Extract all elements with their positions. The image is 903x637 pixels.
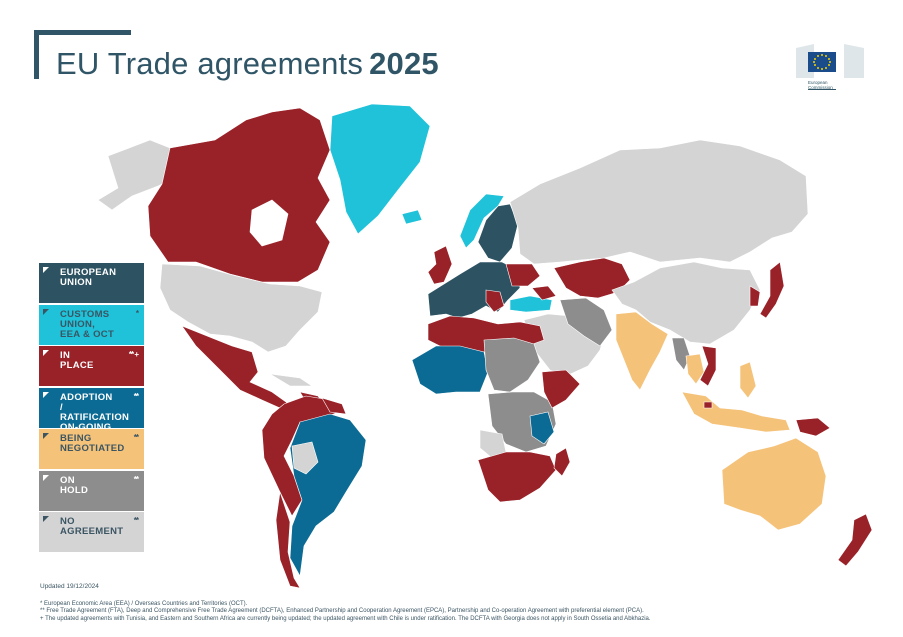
legend-corner-marker <box>43 474 49 481</box>
region-indonesia-malaysia <box>681 391 791 433</box>
region-cuba <box>269 373 313 387</box>
region-horn-east-africa <box>541 369 581 409</box>
legend-item-negotiated: BEING NEGOTIATED ** <box>39 429 144 469</box>
region-greenland <box>329 103 431 235</box>
region-canada-hudson <box>249 199 289 247</box>
region-caucasus <box>531 285 557 301</box>
region-thailand <box>685 353 705 385</box>
region-singapore <box>703 401 713 409</box>
region-bolivia <box>291 441 319 475</box>
region-iran-gulf <box>559 297 613 347</box>
region-korea <box>749 285 761 307</box>
title-text: EU Trade agreements <box>56 46 364 81</box>
region-turkey <box>509 295 553 313</box>
legend-item-in-place: IN PLACE ** + <box>39 346 144 386</box>
title-bracket <box>34 30 131 79</box>
region-brazil-mercosur <box>289 413 367 577</box>
footnote-2: ** Free Trade Agreement (FTA), Deep and … <box>40 608 644 614</box>
logo-line-1: European <box>808 80 828 85</box>
region-guianas <box>321 397 347 415</box>
legend-corner-marker <box>43 516 49 522</box>
legend-corner-marker <box>43 350 49 356</box>
legend-corner-marker <box>43 267 49 273</box>
legend-item-european-union: EUROPEAN UNION <box>39 263 144 303</box>
legend-corner-marker <box>43 308 49 315</box>
legend-item-on-hold: ON HOLD ** <box>39 470 144 511</box>
region-usa <box>159 263 323 353</box>
legend-label: EUROPEAN UNION <box>60 267 117 288</box>
eu-commission-logo <box>796 44 864 90</box>
page-title: EU Trade agreements 2025 <box>56 46 439 82</box>
region-ukraine-moldova <box>505 263 541 287</box>
region-east-africa-eac <box>529 411 555 445</box>
title-year: 2025 <box>369 46 439 81</box>
legend-corner-marker <box>43 391 49 398</box>
legend-label: BEING NEGOTIATED <box>60 433 125 454</box>
legend-label: CUSTOMS UNION, EEA & OCT <box>60 308 115 340</box>
region-australia <box>721 437 827 531</box>
region-chile <box>275 491 301 589</box>
region-vietnam <box>699 345 717 387</box>
region-uk <box>427 245 453 285</box>
footer-notes: Updated 19/12/2024 * European Economic A… <box>40 583 880 623</box>
legend-footnote-mark: ** <box>133 474 139 484</box>
legend-footnote-mark: ** <box>133 391 139 401</box>
region-west-africa <box>411 345 489 395</box>
region-iceland <box>401 209 423 225</box>
logo-text: European Commission <box>808 80 833 90</box>
legend-label: ON HOLD <box>60 474 89 496</box>
legend-footnote-mark: ** <box>133 433 139 442</box>
region-new-zealand <box>837 513 873 567</box>
region-southern-africa <box>477 451 557 503</box>
region-japan <box>759 261 785 319</box>
legend-corner-marker <box>43 433 49 439</box>
legend-footnote-mark: * <box>135 308 139 318</box>
region-png <box>795 417 831 437</box>
legend-label: ADOPTION / RATIFICATION ON-GOING <box>60 391 130 433</box>
legend-label: NO AGREEMENT <box>60 516 124 537</box>
legend-footnote-mark: ** + <box>128 350 139 359</box>
region-alaska <box>97 139 179 211</box>
footnote-3: + The updated agreements with Tunisia, a… <box>40 615 651 622</box>
legend-label: IN PLACE <box>60 350 94 371</box>
region-india <box>615 311 669 391</box>
region-balkans <box>485 289 505 313</box>
legend-footnote-mark: ** <box>133 516 139 525</box>
region-canada <box>147 107 331 283</box>
region-china-mongolia <box>611 261 761 345</box>
legend-item-customs-union: CUSTOMS UNION, EEA & OCT * <box>39 304 144 345</box>
footnote-1: * European Economic Area (EEA) / Oversea… <box>40 600 248 607</box>
updated-date: Updated 19/12/2024 <box>40 583 99 590</box>
legend: EUROPEAN UNION CUSTOMS UNION, EEA & OCT * I… <box>39 263 144 554</box>
region-libya-sahel <box>483 337 541 393</box>
region-russia <box>509 139 809 265</box>
region-madagascar <box>553 447 571 477</box>
legend-item-no-agreement: NO AGREEMENT ** <box>39 512 144 552</box>
region-philippines <box>739 361 757 399</box>
legend-item-adoption: ADOPTION / RATIFICATION ON-GOING ** <box>39 387 144 432</box>
logo-line-2: Commission <box>808 85 833 90</box>
